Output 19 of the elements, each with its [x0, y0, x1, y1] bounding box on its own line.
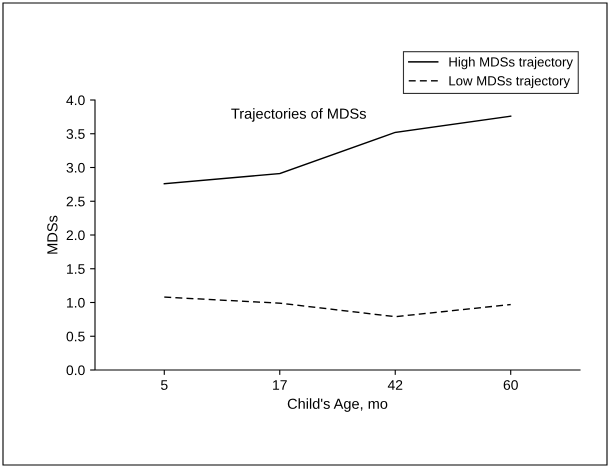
y-tick-label: 0.0 [66, 365, 85, 376]
y-tick-label: 2.5 [66, 196, 85, 206]
y-tick-label: 2.0 [66, 230, 85, 240]
x-tick-label: 42 [388, 380, 402, 390]
y-tick-label: 1.5 [67, 264, 85, 274]
y-tick-label: 1.0 [67, 298, 85, 308]
line-series [164, 296, 512, 318]
y-tick-label: 3.5 [66, 129, 85, 139]
y-axis-title: MDSs [47, 216, 58, 254]
x-tick-label: 60 [504, 380, 518, 390]
y-tick-label: 4.0 [66, 95, 85, 106]
y-tick-label: 3.0 [66, 162, 85, 173]
x-axis-title: Child's Age, mo [288, 398, 388, 412]
x-tick-label: 5 [160, 380, 168, 390]
x-tick-label: 17 [273, 380, 287, 390]
text: Trajectories of MDSs [231, 108, 366, 122]
legend-label: High MDSs trajectory [449, 56, 573, 70]
y-tick-label: 0.5 [66, 332, 85, 342]
legend-label: Low MDSs trajectory [449, 76, 570, 88]
